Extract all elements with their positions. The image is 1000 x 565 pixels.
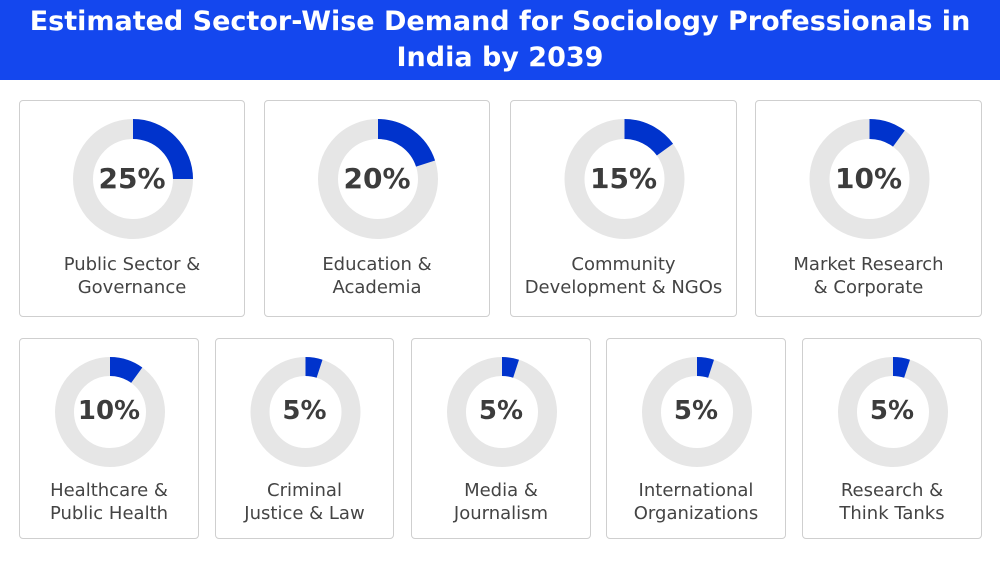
percentage-label: 25% <box>98 161 166 195</box>
sector-card: 5% Criminal Justice & Law <box>215 338 394 539</box>
sector-card: 10% Healthcare & Public Health <box>19 338 199 539</box>
sector-label-line: Market Research <box>793 254 944 275</box>
donut-segment <box>305 357 323 378</box>
sector-label: Research & Think Tanks <box>803 479 981 525</box>
percentage-label: 15% <box>589 161 658 195</box>
sector-label: Community Development & NGOs <box>511 253 736 299</box>
chart-title: Estimated Sector-Wise Demand for Sociolo… <box>0 0 1000 80</box>
sector-label: Market Research & Corporate <box>756 253 981 299</box>
sector-label: Media & Journalism <box>412 479 590 525</box>
percentage-label: 20% <box>343 161 411 195</box>
donut-segment <box>869 119 905 147</box>
sector-label-line: Governance <box>77 277 187 298</box>
donut-segment <box>377 119 436 168</box>
sector-label-line: Academia <box>332 277 422 298</box>
percentage-label: 5% <box>869 395 915 426</box>
donut-segment <box>501 357 519 378</box>
sector-card: 5% International Organizations <box>606 338 786 539</box>
sector-label-line: Education & <box>322 254 432 275</box>
sector-label-line: Healthcare & <box>50 480 168 501</box>
percentage-label: 5% <box>282 395 327 426</box>
donut <box>55 357 165 467</box>
sector-label-line: Community <box>571 254 676 275</box>
donut <box>564 119 685 239</box>
sector-card: 20% Education & Academia <box>264 100 490 317</box>
donut-segment <box>696 357 714 378</box>
sector-label-line: Media & <box>464 480 538 501</box>
donut <box>838 357 948 467</box>
donut <box>642 357 752 467</box>
percentage-label: 5% <box>673 395 719 426</box>
sector-label-line: Development & NGOs <box>524 277 723 298</box>
sector-label-line: Criminal <box>267 480 342 501</box>
sector-label-line: Think Tanks <box>839 503 945 524</box>
sector-label: Public Sector & Governance <box>20 253 244 299</box>
donut <box>318 119 438 239</box>
sector-label: Education & Academia <box>265 253 489 299</box>
donut <box>250 357 361 467</box>
percentage-label: 10% <box>77 395 141 426</box>
sector-card: 5% Media & Journalism <box>411 338 591 539</box>
sector-label: International Organizations <box>607 479 785 525</box>
sector-label-line: & Corporate <box>813 277 924 298</box>
sector-label-line: Justice & Law <box>244 503 365 524</box>
donut-segment <box>109 357 143 384</box>
sector-card: 15% Community Development & NGOs <box>510 100 737 317</box>
sector-label-line: Public Health <box>49 503 169 524</box>
sector-label: Criminal Justice & Law <box>216 479 393 525</box>
sector-label-line: Research & <box>840 480 944 501</box>
sector-card: 5% Research & Think Tanks <box>802 338 982 539</box>
sector-label-line: Public Sector & <box>63 254 201 275</box>
sector-label-line: International <box>638 480 754 501</box>
sector-card: 10% Market Research & Corporate <box>755 100 982 317</box>
donut-segment <box>892 357 910 378</box>
percentage-label: 5% <box>478 395 524 426</box>
donut-segment <box>132 119 193 180</box>
donut-segment <box>623 119 674 156</box>
donut <box>73 119 193 239</box>
donut <box>809 119 930 239</box>
percentage-label: 10% <box>834 161 903 195</box>
sector-label-line: Journalism <box>453 503 549 524</box>
sector-label: Healthcare & Public Health <box>20 479 198 525</box>
donut <box>447 357 557 467</box>
sector-card: 25% Public Sector & Governance <box>19 100 245 317</box>
sector-label-line: Organizations <box>633 503 759 524</box>
